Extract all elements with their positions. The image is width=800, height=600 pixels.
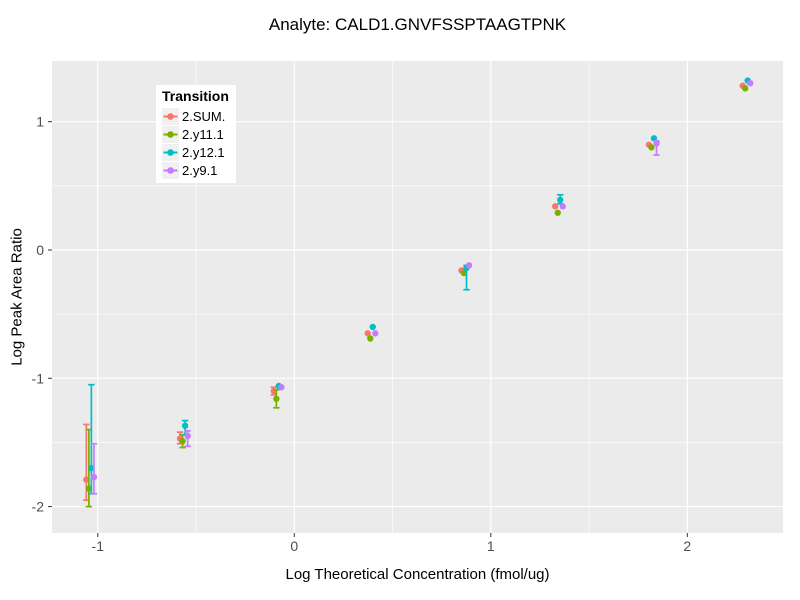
legend-title: Transition [162, 88, 229, 104]
legend-item-label: 2.SUM. [182, 108, 226, 124]
minor-gridlines [52, 61, 783, 533]
tick-marks [48, 121, 688, 537]
data-point [181, 422, 189, 429]
data-point [90, 473, 98, 481]
legend-item-label: 2.y9.1 [182, 162, 218, 178]
data-point [364, 330, 371, 337]
data-point [179, 437, 186, 445]
data-point [88, 464, 95, 472]
legend: Transition 2.SUM. 2.y11.1 2.y12 [156, 85, 236, 183]
x-axis-title: Log Theoretical Concentration (fmol/ug) [285, 566, 550, 583]
data-point [367, 335, 374, 342]
legend-key-pointrange-icon [162, 125, 179, 143]
data-point [372, 330, 379, 337]
x-tick-label: -1 [92, 538, 105, 554]
data-point [742, 85, 749, 92]
data-point [559, 203, 566, 210]
legend-key-pointrange-icon [162, 107, 179, 125]
data-point [653, 140, 660, 147]
x-tick-label: 2 [683, 538, 691, 554]
y-axis-title: Log Peak Area Ratio [8, 228, 26, 366]
legend-item: 2.y11.1 [162, 125, 229, 143]
legend-item: 2.y9.1 [162, 161, 229, 179]
data-point [369, 323, 376, 331]
legend-item-label: 2.y12.1 [182, 144, 225, 160]
legend-item: 2.y12.1 [162, 143, 229, 161]
y-tick-label: -2 [32, 499, 45, 515]
major-gridlines [52, 61, 783, 533]
y-tick-label: 0 [36, 242, 44, 258]
y-tick-label: -1 [32, 370, 45, 386]
legend-item: 2.SUM. [162, 107, 229, 125]
tick-labels: -1 0 1 2 -2 -1 0 1 [32, 114, 692, 554]
data-point [648, 144, 655, 151]
legend-key-pointrange-icon [162, 143, 179, 161]
x-tick-label: 1 [487, 538, 495, 554]
legend-key-pointrange-icon [162, 161, 179, 179]
data-point [278, 384, 285, 391]
data-point [747, 79, 754, 87]
data-point [85, 485, 93, 492]
chart-title: Analyte: CALD1.GNVFSSPTAAGTPNK [268, 15, 567, 34]
series-2.y9.1 [90, 79, 754, 495]
data-point [650, 135, 658, 142]
data-point [465, 262, 473, 269]
data-point [557, 196, 564, 204]
x-tick-label: 0 [290, 538, 298, 554]
data-point [460, 269, 468, 277]
legend-item-label: 2.y11.1 [182, 126, 224, 142]
data-point [554, 209, 561, 216]
data-point [551, 203, 559, 210]
y-tick-label: 1 [36, 114, 44, 130]
data-point [273, 395, 280, 403]
data-point [184, 432, 191, 440]
data-point [83, 476, 90, 483]
